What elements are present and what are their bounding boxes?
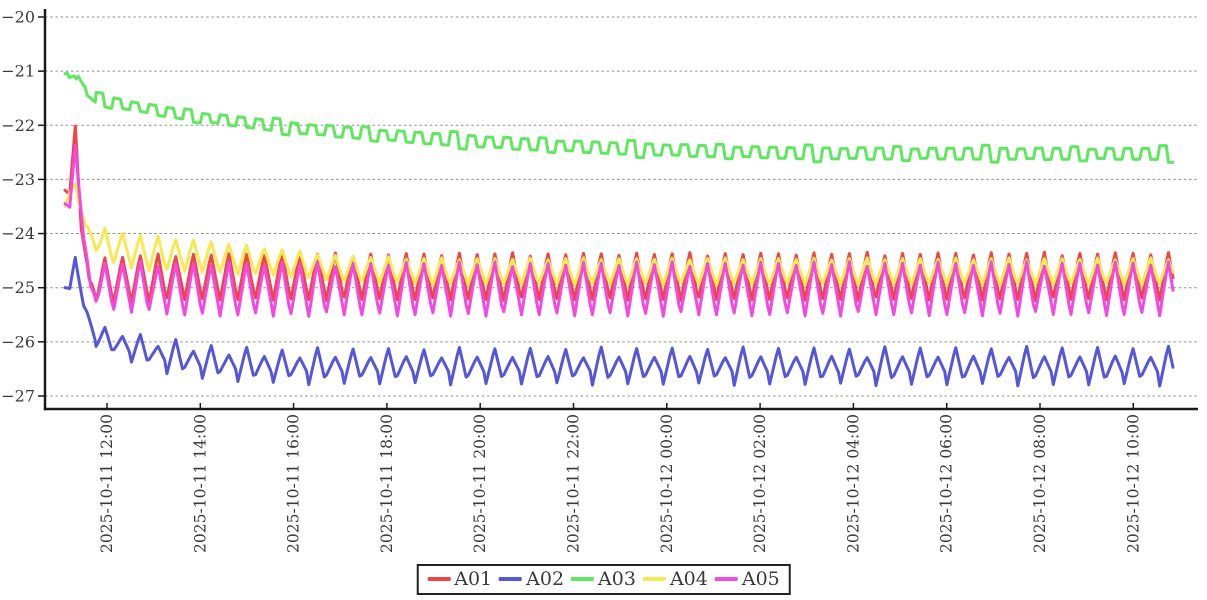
legend-swatch-a01 (427, 577, 451, 581)
legend-label-a05: A05 (741, 568, 780, 590)
x-tick-label: 2025-10-11 18:00 (378, 414, 396, 553)
y-tick-label: −24 (1, 224, 35, 243)
legend-swatch-a04 (642, 577, 666, 581)
series-line-a02 (63, 255, 1175, 388)
legend-item-a01[interactable]: A01 (427, 568, 492, 590)
y-tick-label: −27 (1, 386, 35, 405)
x-tick-label: 2025-10-12 10:00 (1124, 414, 1142, 553)
legend-item-a04[interactable]: A04 (642, 568, 708, 590)
x-tick-label: 2025-10-12 00:00 (658, 414, 676, 553)
x-tick-label: 2025-10-12 08:00 (1031, 414, 1049, 553)
legend-swatch-a03 (571, 577, 595, 581)
x-tick-label: 2025-10-11 20:00 (471, 414, 489, 553)
y-tick-label: −25 (1, 278, 35, 297)
y-tick-label: −22 (1, 116, 35, 135)
x-tick-label: 2025-10-11 22:00 (565, 414, 583, 553)
legend-label-a01: A01 (454, 568, 493, 590)
legend-swatch-a02 (499, 577, 523, 581)
y-tick-label: −21 (1, 62, 35, 81)
legend-item-a05[interactable]: A05 (714, 568, 780, 590)
series-line-a04 (63, 182, 1175, 287)
y-tick-label: −20 (1, 8, 35, 27)
legend-label-a03: A03 (598, 568, 636, 590)
x-tick-label: 2025-10-12 04:00 (844, 414, 862, 553)
legend-label-a04: A04 (669, 568, 708, 590)
chart-legend: A01 A02 A03 A04 A05 (416, 564, 791, 595)
legend-swatch-a05 (714, 577, 738, 581)
legend-item-a02[interactable]: A02 (499, 568, 564, 590)
legend-item-a03[interactable]: A03 (571, 568, 636, 590)
x-tick-label: 2025-10-11 16:00 (285, 414, 303, 553)
series-line-a03 (63, 71, 1175, 164)
legend-label-a02: A02 (526, 568, 565, 590)
series-line-a05 (63, 143, 1175, 318)
y-tick-label: −26 (1, 332, 35, 351)
x-tick-label: 2025-10-12 06:00 (938, 414, 956, 553)
x-tick-label: 2025-10-11 14:00 (191, 414, 209, 553)
x-tick-label: 2025-10-12 02:00 (751, 414, 769, 553)
series-line-a01 (63, 124, 1175, 304)
x-tick-label: 2025-10-11 12:00 (98, 414, 116, 553)
y-tick-label: −23 (1, 170, 35, 189)
